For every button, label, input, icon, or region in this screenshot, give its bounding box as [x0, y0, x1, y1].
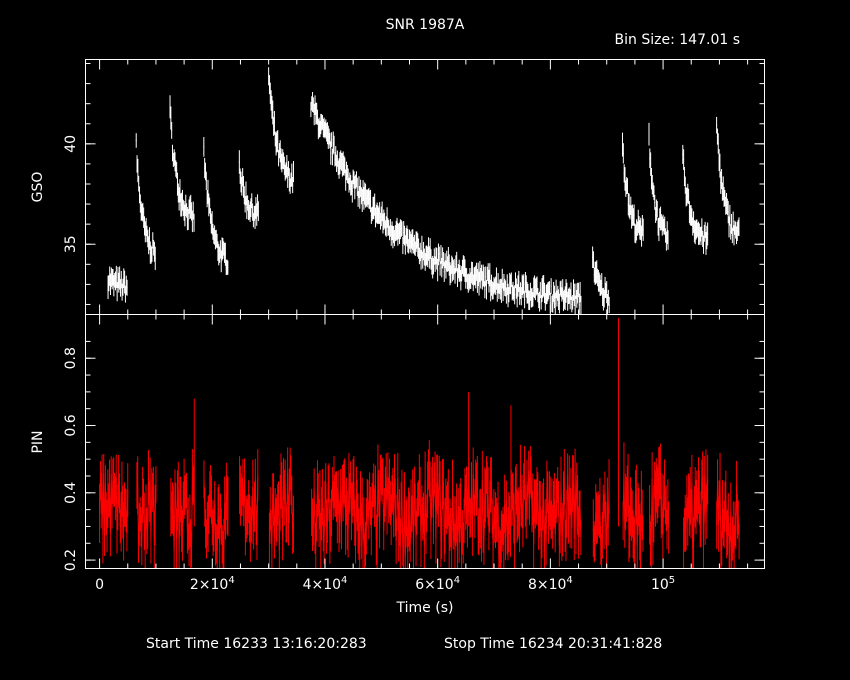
x-tick-label: 8×104: [528, 575, 573, 593]
gso-segment: [203, 137, 229, 276]
gso-frame: [85, 59, 765, 315]
y-tick-label: 0.4: [63, 482, 79, 504]
time-x-ticks: 0 2×104 4×104 6×104 8×104 105: [95, 59, 749, 593]
x-tick-label: 4×104: [303, 575, 348, 593]
gso-axis-label: GSO: [30, 172, 46, 203]
start-time: Start Time 16233 13:16:20:283: [146, 636, 367, 652]
pin-segment: [649, 443, 670, 568]
gso-segment: [622, 132, 644, 247]
x-tick-label: 6×104: [415, 575, 460, 593]
pin-segment: [592, 459, 610, 569]
gso-y-ticks: 35 40: [63, 63, 765, 305]
pin-frame: [85, 314, 765, 569]
pin-segment: [683, 449, 709, 569]
chart-title: SNR 1987A: [386, 17, 465, 33]
pin-segment: [136, 450, 157, 569]
gso-segment: [648, 122, 669, 251]
pin-segment: [239, 449, 259, 562]
stop-time: Stop Time 16234 20:31:41:828: [444, 636, 663, 652]
pin-series: [99, 317, 740, 569]
y-tick-label: 0.6: [63, 414, 79, 436]
gso-series: [107, 67, 740, 315]
gso-segment: [592, 246, 610, 315]
gso-segment: [268, 67, 294, 194]
gso-segment: [169, 95, 195, 233]
pin-segment: [622, 442, 644, 569]
gso-segment: [682, 144, 709, 255]
y-tick-label: 0.2: [63, 549, 79, 571]
bin-size-label: Bin Size: 147.01 s: [615, 32, 740, 48]
pin-segment: [99, 454, 129, 564]
y-tick-label: 40: [63, 135, 79, 153]
gso-segment: [716, 116, 740, 246]
pin-panel: 0.2 0.4 0.6 0.8 PIN: [30, 314, 765, 571]
pin-segment: [170, 449, 195, 569]
pin-segment: [203, 460, 229, 569]
pin-axis-label: PIN: [30, 430, 46, 453]
gso-segment: [135, 133, 156, 270]
gso-panel: 35 40 GSO: [30, 59, 765, 315]
pin-segment: [311, 440, 582, 569]
y-tick-label: 35: [63, 235, 79, 253]
y-tick-label: 0.8: [63, 347, 79, 369]
pin-segment: [716, 452, 740, 569]
gso-segment: [107, 265, 128, 303]
time-axis-label: Time (s): [396, 600, 454, 616]
pin-y-ticks: 0.2 0.4 0.6 0.8: [63, 340, 765, 571]
x-tick-label: 0: [95, 577, 104, 593]
gso-segment: [238, 150, 259, 229]
x-tick-label: 105: [651, 575, 675, 593]
pin-segment: [268, 447, 294, 569]
x-tick-label: 2×104: [190, 575, 235, 593]
gso-segment: [310, 91, 582, 315]
